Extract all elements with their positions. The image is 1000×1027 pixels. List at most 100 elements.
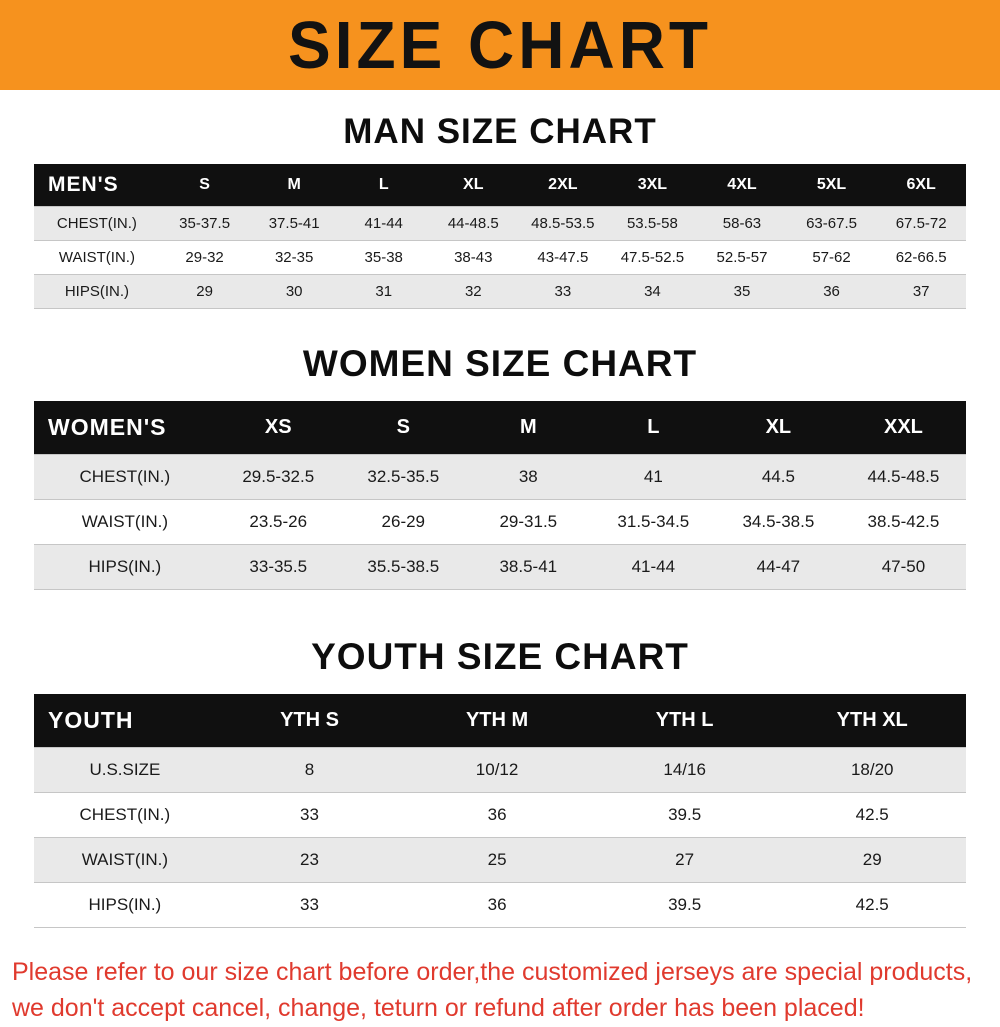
row-label: HIPS(IN.) (34, 544, 216, 590)
size-value-cell: 37.5-41 (249, 206, 339, 241)
row-label: HIPS(IN.) (34, 274, 160, 309)
size-value-cell: 53.5-58 (607, 206, 698, 241)
size-value-cell: 35 (697, 274, 787, 309)
size-value-cell: 37 (876, 274, 966, 309)
size-value-cell: 18/20 (778, 747, 966, 793)
size-value-cell: 42.5 (778, 792, 966, 838)
man-size-chart-heading: MAN SIZE CHART (343, 112, 657, 151)
size-value-cell: 57-62 (786, 240, 877, 275)
table-row: CHEST(IN.) 33 36 39.5 42.5 (34, 792, 966, 838)
size-value-cell: 10/12 (403, 747, 591, 793)
size-value-cell: 62-66.5 (876, 240, 966, 275)
size-value-cell: 36 (403, 882, 591, 928)
youth-size-chart-header-label: YOUTH (34, 694, 216, 748)
table-header-row: YOUTH YTH S YTH M YTH L YTH XL (34, 694, 966, 748)
women-size-chart-section: WOMEN SIZE CHART WOMEN'S XS S M L XL XXL CHEST(I… (0, 343, 1000, 590)
size-value-cell: 44.5 (715, 454, 841, 500)
row-label: WAIST(IN.) (34, 240, 160, 275)
size-value-cell: 29-31.5 (465, 499, 591, 545)
size-column-header: YTH M (403, 694, 591, 748)
size-value-cell: 39.5 (590, 792, 779, 838)
size-value-cell: 38 (465, 454, 591, 500)
size-value-cell: 58-63 (697, 206, 787, 241)
size-column-header: L (590, 401, 716, 455)
footer-note-line2: we don't accept cancel, change, teturn o… (12, 994, 865, 1023)
size-value-cell: 29 (159, 274, 250, 309)
size-value-cell: 32 (428, 274, 519, 309)
row-label: HIPS(IN.) (34, 882, 216, 928)
size-value-cell: 47.5-52.5 (607, 240, 698, 275)
size-value-cell: 34 (607, 274, 698, 309)
size-value-cell: 63-67.5 (786, 206, 877, 241)
size-value-cell: 32.5-35.5 (340, 454, 466, 500)
table-row: WAIST(IN.) 23 25 27 29 (34, 837, 966, 883)
women-size-chart-header-label: WOMEN'S (34, 401, 216, 455)
size-column-header: XS (215, 401, 341, 455)
table-row: WAIST(IN.) 29-32 32-35 35-38 38-43 43-47.5 47.… (34, 240, 966, 275)
size-chart-banner: SIZE CHART (0, 0, 1000, 90)
size-value-cell: 38.5-42.5 (840, 499, 966, 545)
footer-note: Please refer to our size chart before or… (0, 954, 1000, 1027)
table-row: CHEST(IN.) 35-37.5 37.5-41 41-44 44-48.5 48.5… (34, 206, 966, 241)
row-label: CHEST(IN.) (34, 792, 216, 838)
size-value-cell: 36 (786, 274, 877, 309)
man-size-chart-section: MAN SIZE CHART MEN'S S M L XL 2XL 3XL 4XL 5XL 6XL C… (0, 112, 1000, 309)
size-column-header: 3XL (607, 164, 698, 207)
table-header-row: WOMEN'S XS S M L XL XXL (34, 401, 966, 455)
size-value-cell: 41-44 (338, 206, 429, 241)
size-value-cell: 39.5 (590, 882, 779, 928)
table-row: HIPS(IN.) 33-35.5 35.5-38.5 38.5-41 41-44 44-… (34, 544, 966, 590)
youth-size-chart-heading: YOUTH SIZE CHART (311, 636, 689, 677)
size-column-header: YTH XL (778, 694, 966, 748)
women-size-chart-heading: WOMEN SIZE CHART (302, 343, 698, 384)
man-size-chart-table: MEN'S S M L XL 2XL 3XL 4XL 5XL 6XL CHEST(IN.) 35-37… (34, 164, 966, 309)
size-column-header: M (465, 401, 591, 455)
size-value-cell: 29 (778, 837, 966, 883)
row-label: WAIST(IN.) (34, 837, 216, 883)
size-column-header: 5XL (786, 164, 877, 207)
size-value-cell: 67.5-72 (876, 206, 966, 241)
size-value-cell: 32-35 (249, 240, 339, 275)
size-value-cell: 44.5-48.5 (840, 454, 966, 500)
size-value-cell: 44-47 (715, 544, 841, 590)
row-label: WAIST(IN.) (34, 499, 216, 545)
size-value-cell: 34.5-38.5 (715, 499, 841, 545)
size-column-header: M (249, 164, 339, 207)
size-value-cell: 35-37.5 (159, 206, 250, 241)
youth-size-chart-section: YOUTH SIZE CHART YOUTH YTH S YTH M YTH L YTH … (0, 636, 1000, 928)
size-value-cell: 8 (215, 747, 404, 793)
row-label: U.S.SIZE (34, 747, 216, 793)
footer-note-line1: Please refer to our size chart before or… (12, 958, 973, 986)
size-value-cell: 44-48.5 (428, 206, 519, 241)
size-column-header: 2XL (518, 164, 608, 207)
table-row: WAIST(IN.) 23.5-26 26-29 29-31.5 31.5-34.5 34… (34, 499, 966, 545)
size-value-cell: 43-47.5 (518, 240, 608, 275)
size-value-cell: 29.5-32.5 (215, 454, 341, 500)
size-value-cell: 48.5-53.5 (518, 206, 608, 241)
size-value-cell: 27 (590, 837, 779, 883)
youth-size-chart-table: YOUTH YTH S YTH M YTH L YTH XL U.S.SIZE 8 10/12… (34, 694, 966, 928)
size-column-header: S (159, 164, 250, 207)
table-row: U.S.SIZE 8 10/12 14/16 18/20 (34, 747, 966, 793)
size-value-cell: 41-44 (590, 544, 716, 590)
size-value-cell: 33 (215, 792, 404, 838)
row-label: CHEST(IN.) (34, 206, 160, 241)
size-value-cell: 36 (403, 792, 591, 838)
size-value-cell: 31 (338, 274, 429, 309)
size-column-header: YTH L (590, 694, 779, 748)
table-row: CHEST(IN.) 29.5-32.5 32.5-35.5 38 41 44.5 44.5… (34, 454, 966, 500)
size-value-cell: 30 (249, 274, 339, 309)
size-value-cell: 23 (215, 837, 404, 883)
table-header-row: MEN'S S M L XL 2XL 3XL 4XL 5XL 6XL (34, 164, 966, 207)
size-chart-sections: MAN SIZE CHART MEN'S S M L XL 2XL 3XL 4XL 5XL 6XL C… (0, 112, 1000, 928)
size-column-header: YTH S (215, 694, 404, 748)
women-size-chart-table: WOMEN'S XS S M L XL XXL CHEST(IN.) 29.5-32.5 32.5… (34, 401, 966, 590)
size-value-cell: 33 (215, 882, 404, 928)
size-value-cell: 47-50 (840, 544, 966, 590)
size-value-cell: 35.5-38.5 (340, 544, 466, 590)
size-column-header: 4XL (697, 164, 787, 207)
size-value-cell: 29-32 (159, 240, 250, 275)
table-row: HIPS(IN.) 33 36 39.5 42.5 (34, 882, 966, 928)
size-value-cell: 35-38 (338, 240, 429, 275)
size-column-header: S (340, 401, 466, 455)
